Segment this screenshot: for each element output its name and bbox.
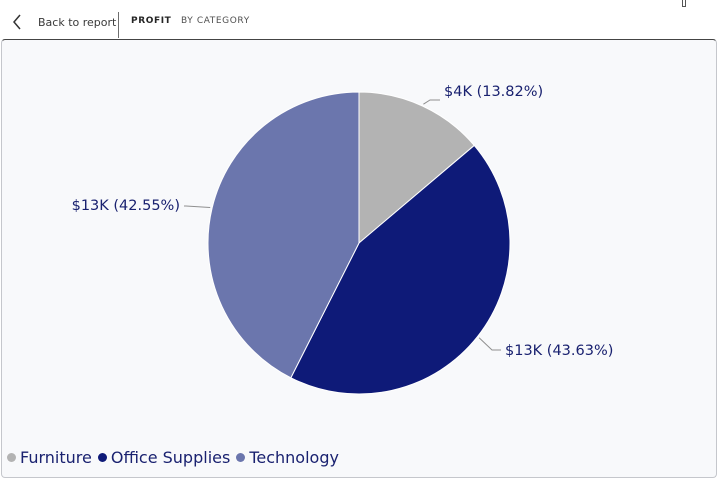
- chevron-left-icon: [13, 14, 21, 30]
- header-divider: [118, 12, 119, 38]
- legend-item-office-supplies[interactable]: Office Supplies: [97, 448, 231, 467]
- data-label-office-supplies: $13K (43.63%): [505, 343, 613, 359]
- legend-item-technology[interactable]: Technology: [236, 448, 339, 467]
- leader-line-technology: [184, 205, 211, 208]
- back-to-report-button[interactable]: Back to report: [10, 10, 116, 34]
- window-control-icon[interactable]: [682, 0, 686, 7]
- legend-item-furniture[interactable]: Furniture: [7, 448, 92, 467]
- legend-label-technology: Technology: [249, 448, 339, 467]
- pie-slice-furniture[interactable]: [358, 91, 475, 245]
- legend-swatch-technology: [236, 453, 246, 462]
- top-bar: Back to report PROFIT BY CATEGORY: [0, 0, 720, 40]
- legend-swatch-furniture: [7, 453, 16, 462]
- pie-slice-office-supplies[interactable]: [290, 144, 511, 395]
- chart-legend: Furniture Office Supplies Technology: [7, 448, 345, 467]
- breadcrumb-by-category[interactable]: BY CATEGORY: [181, 16, 250, 26]
- legend-label-office-supplies: Office Supplies: [110, 448, 231, 467]
- data-label-furniture: $4K (13.82%): [444, 84, 543, 100]
- leader-line-office-supplies: [478, 337, 501, 351]
- pie-slice-technology[interactable]: [207, 91, 360, 379]
- leader-line-furniture: [423, 99, 440, 105]
- breadcrumb-profit[interactable]: PROFIT: [131, 16, 172, 26]
- back-to-report-label: Back to report: [38, 15, 117, 29]
- data-label-technology: $13K (42.55%): [72, 198, 180, 214]
- legend-label-furniture: Furniture: [20, 448, 92, 467]
- legend-swatch-office-supplies: [97, 453, 107, 462]
